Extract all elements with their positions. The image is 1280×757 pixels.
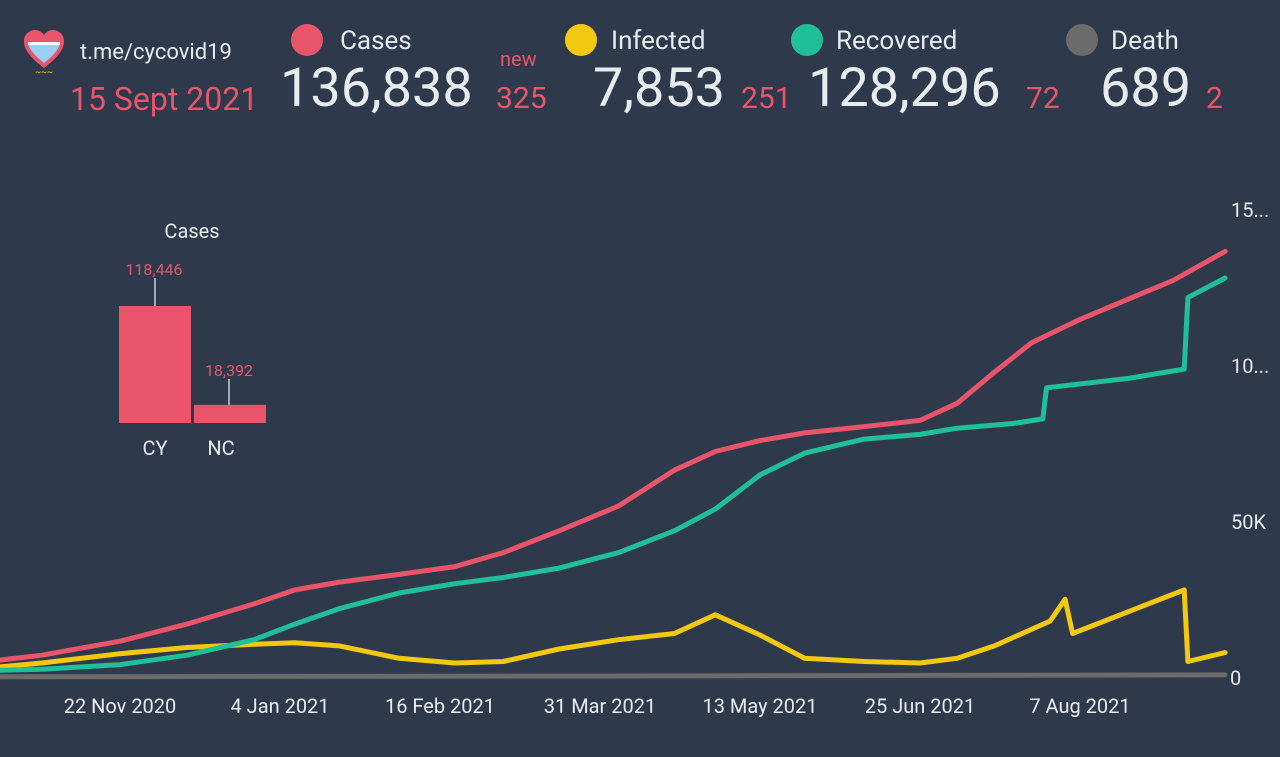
line-recovered (0, 275, 1228, 673)
bar-nc (194, 404, 266, 423)
source-link[interactable]: t.me/cycovid19 (80, 40, 232, 65)
new-label: new (500, 47, 537, 71)
death-new: 2 (1206, 81, 1223, 116)
cases-new: 325 (496, 81, 547, 116)
flag-heart-logo: ~~~ (22, 28, 66, 78)
bar-cy-value: 118,446 (125, 260, 182, 279)
line-death (0, 672, 1228, 680)
cases-legend-dot (291, 24, 323, 56)
y-tick-150k: 15... (1231, 198, 1269, 222)
x-tick-16-feb-2021: 16 Feb 2021 (385, 694, 495, 718)
bar-nc-value: 18,392 (205, 361, 253, 380)
x-tick-7-aug-2021: 7 Aug 2021 (1029, 694, 1130, 718)
y-tick-100k: 10... (1231, 354, 1269, 378)
infected-new: 251 (741, 81, 792, 116)
death-label: Death (1111, 26, 1179, 56)
line-cases (0, 248, 1228, 663)
recovered-new: 72 (1026, 81, 1060, 116)
y-tick-0: 0 (1230, 666, 1241, 690)
cases-label: Cases (340, 26, 412, 56)
recovered-total: 128,296 (808, 57, 1001, 120)
bar-cy (119, 306, 191, 423)
report-date: 15 Sept 2021 (70, 80, 259, 118)
infected-total: 7,853 (593, 57, 726, 120)
line-series-group (0, 248, 1228, 680)
death-legend-dot (1066, 24, 1098, 56)
recovered-label: Recovered (836, 26, 958, 56)
bar-chart-title: Cases (164, 219, 219, 243)
death-total: 689 (1100, 57, 1192, 120)
recovered-legend-dot (791, 24, 823, 56)
infected-legend-dot (565, 24, 597, 56)
y-tick-50k: 50K (1231, 510, 1266, 534)
bar-cy-label: CY (142, 436, 167, 460)
line-infected (0, 587, 1228, 670)
cases-total: 136,838 (280, 57, 473, 120)
x-tick-13-may-2021: 13 May 2021 (702, 694, 817, 718)
bar-nc-label: NC (207, 436, 234, 460)
x-tick-25-jun-2021: 25 Jun 2021 (865, 694, 975, 718)
infected-label: Infected (611, 26, 706, 56)
x-tick-31-mar-2021: 31 Mar 2021 (544, 694, 656, 718)
x-tick-22-nov-2020: 22 Nov 2020 (64, 694, 177, 718)
svg-text:~~~: ~~~ (35, 68, 53, 76)
x-tick-4-jan-2021: 4 Jan 2021 (230, 694, 329, 718)
